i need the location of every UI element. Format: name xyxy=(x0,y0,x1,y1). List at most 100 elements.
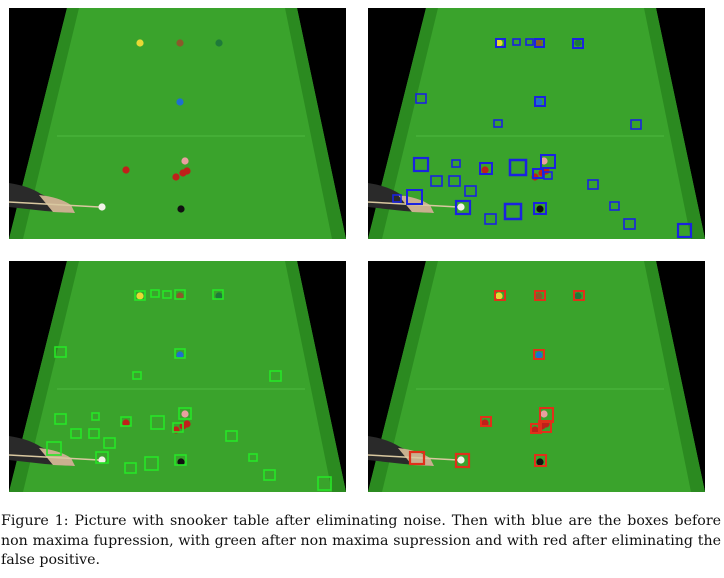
table-red-boxes-image xyxy=(368,261,705,492)
detection-box xyxy=(162,290,172,299)
detection-box xyxy=(120,416,132,427)
brown-ball xyxy=(535,39,543,47)
detection-box xyxy=(415,93,427,104)
detection-box xyxy=(132,371,142,380)
detection-box xyxy=(46,441,62,456)
detection-box xyxy=(54,346,67,358)
detection-box xyxy=(412,156,430,173)
detection-box xyxy=(479,162,493,175)
yellow-ball xyxy=(136,39,144,47)
detection-box xyxy=(174,289,186,300)
left-cushion xyxy=(9,261,79,492)
detection-box xyxy=(572,38,584,49)
black-ball xyxy=(177,205,185,213)
detection-box xyxy=(134,290,146,301)
table-original-image xyxy=(9,8,346,239)
detection-box xyxy=(225,430,238,442)
detection-box xyxy=(532,168,544,179)
left-cushion xyxy=(9,8,79,239)
red-ball xyxy=(122,419,130,427)
detection-box xyxy=(178,407,192,420)
detection-box xyxy=(150,289,160,298)
cue-stick xyxy=(368,454,459,461)
yellow-ball xyxy=(136,292,144,300)
detection-box xyxy=(534,454,547,467)
detection-box xyxy=(493,119,503,128)
detection-box xyxy=(543,171,553,180)
detection-box xyxy=(495,38,506,48)
detection-box xyxy=(174,348,186,359)
detection-box xyxy=(430,175,443,187)
blue-ball xyxy=(535,98,543,106)
detection-box xyxy=(587,179,599,190)
detection-box xyxy=(88,428,100,439)
right-cushion xyxy=(285,8,346,239)
detection-box xyxy=(212,289,224,300)
blue-ball xyxy=(535,351,543,359)
red-ball xyxy=(172,173,180,181)
cue-ball xyxy=(98,456,106,464)
detection-box xyxy=(609,201,620,211)
detection-box xyxy=(525,38,534,46)
blue-ball xyxy=(176,98,184,106)
right-cushion xyxy=(285,261,346,492)
detection-box xyxy=(508,158,528,177)
detection-box xyxy=(623,218,636,230)
detection-box xyxy=(317,476,332,491)
blue-ball xyxy=(176,351,184,359)
black-ball xyxy=(536,205,544,213)
snooker-table xyxy=(9,8,346,239)
detection-box xyxy=(540,154,556,169)
pink-ball xyxy=(540,157,548,165)
detection-box xyxy=(534,96,546,107)
table-felt xyxy=(9,8,346,239)
detection-box xyxy=(676,222,693,239)
red-ball xyxy=(481,166,489,174)
detection-box xyxy=(174,454,187,466)
brown-ball xyxy=(176,39,184,47)
green-ball xyxy=(574,39,582,47)
detection-box xyxy=(150,415,165,430)
detection-box xyxy=(103,437,116,449)
detection-box xyxy=(534,38,545,48)
detection-box xyxy=(533,202,547,215)
detection-box xyxy=(530,423,542,434)
detection-box xyxy=(533,349,545,360)
cue-ball xyxy=(457,203,465,211)
detection-box xyxy=(464,185,477,197)
table-felt xyxy=(368,261,705,492)
snooker-table xyxy=(368,261,705,492)
table-blue-boxes-image xyxy=(368,8,705,239)
cue-ball xyxy=(98,203,106,211)
green-ball xyxy=(574,292,582,300)
detection-box xyxy=(172,422,184,433)
table-felt xyxy=(9,261,346,492)
pink-ball xyxy=(181,410,189,418)
detection-box xyxy=(534,290,546,301)
detection-box xyxy=(494,290,506,301)
detection-box xyxy=(454,199,472,216)
detection-box xyxy=(480,416,492,427)
green-ball xyxy=(215,39,223,47)
detection-box xyxy=(54,413,67,425)
cue-stick xyxy=(9,454,100,461)
detection-box xyxy=(451,159,461,168)
detection-box xyxy=(454,452,471,469)
detection-box xyxy=(503,202,523,221)
left-cushion xyxy=(368,8,438,239)
detection-box xyxy=(95,451,109,464)
detection-box xyxy=(263,469,276,481)
detection-box xyxy=(573,290,585,301)
figure-caption: Figure 1: Picture with snooker table aft… xyxy=(1,513,721,568)
red-ball xyxy=(183,167,191,175)
brown-ball xyxy=(535,292,543,300)
detection-box xyxy=(512,38,521,46)
pink-ball xyxy=(181,157,189,165)
red-ball xyxy=(531,426,539,434)
pink-ball xyxy=(540,410,548,418)
black-ball xyxy=(536,458,544,466)
green-ball xyxy=(215,292,223,300)
black-ball xyxy=(177,458,185,466)
detection-box xyxy=(269,370,282,382)
red-ball xyxy=(183,420,191,428)
